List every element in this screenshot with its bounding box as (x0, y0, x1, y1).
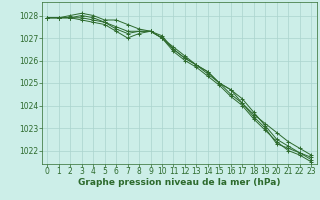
X-axis label: Graphe pression niveau de la mer (hPa): Graphe pression niveau de la mer (hPa) (78, 178, 280, 187)
